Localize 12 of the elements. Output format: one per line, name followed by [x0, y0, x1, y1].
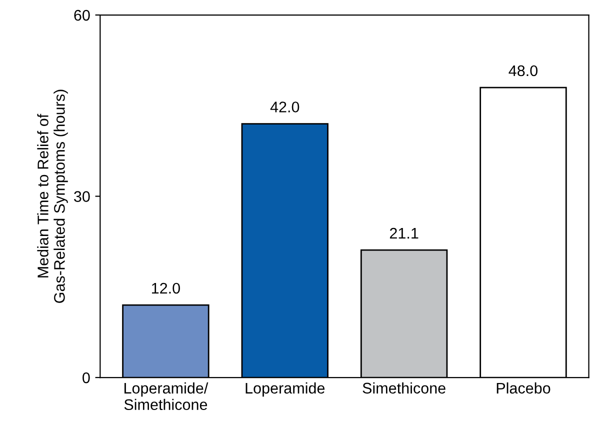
x-tick-label: Placebo	[496, 382, 550, 394]
y-axis-title: Median Time to Relief of Gas-Related Symptoms (hours)	[37, 90, 68, 303]
data-label: 42.0	[270, 102, 300, 112]
data-label: 21.1	[390, 228, 418, 239]
x-tick-label: Loperamide	[246, 382, 325, 397]
x-tick-label: Simethicone	[362, 382, 446, 394]
data-label: 12.0	[152, 282, 180, 294]
y-tick-label: 0	[82, 372, 90, 384]
y-tick-label: 30	[74, 191, 90, 202]
y-tick-label: 60	[74, 10, 90, 21]
data-label: 48.0	[508, 65, 538, 76]
x-tick-label: Loperamide/ Simethicone	[124, 382, 208, 410]
